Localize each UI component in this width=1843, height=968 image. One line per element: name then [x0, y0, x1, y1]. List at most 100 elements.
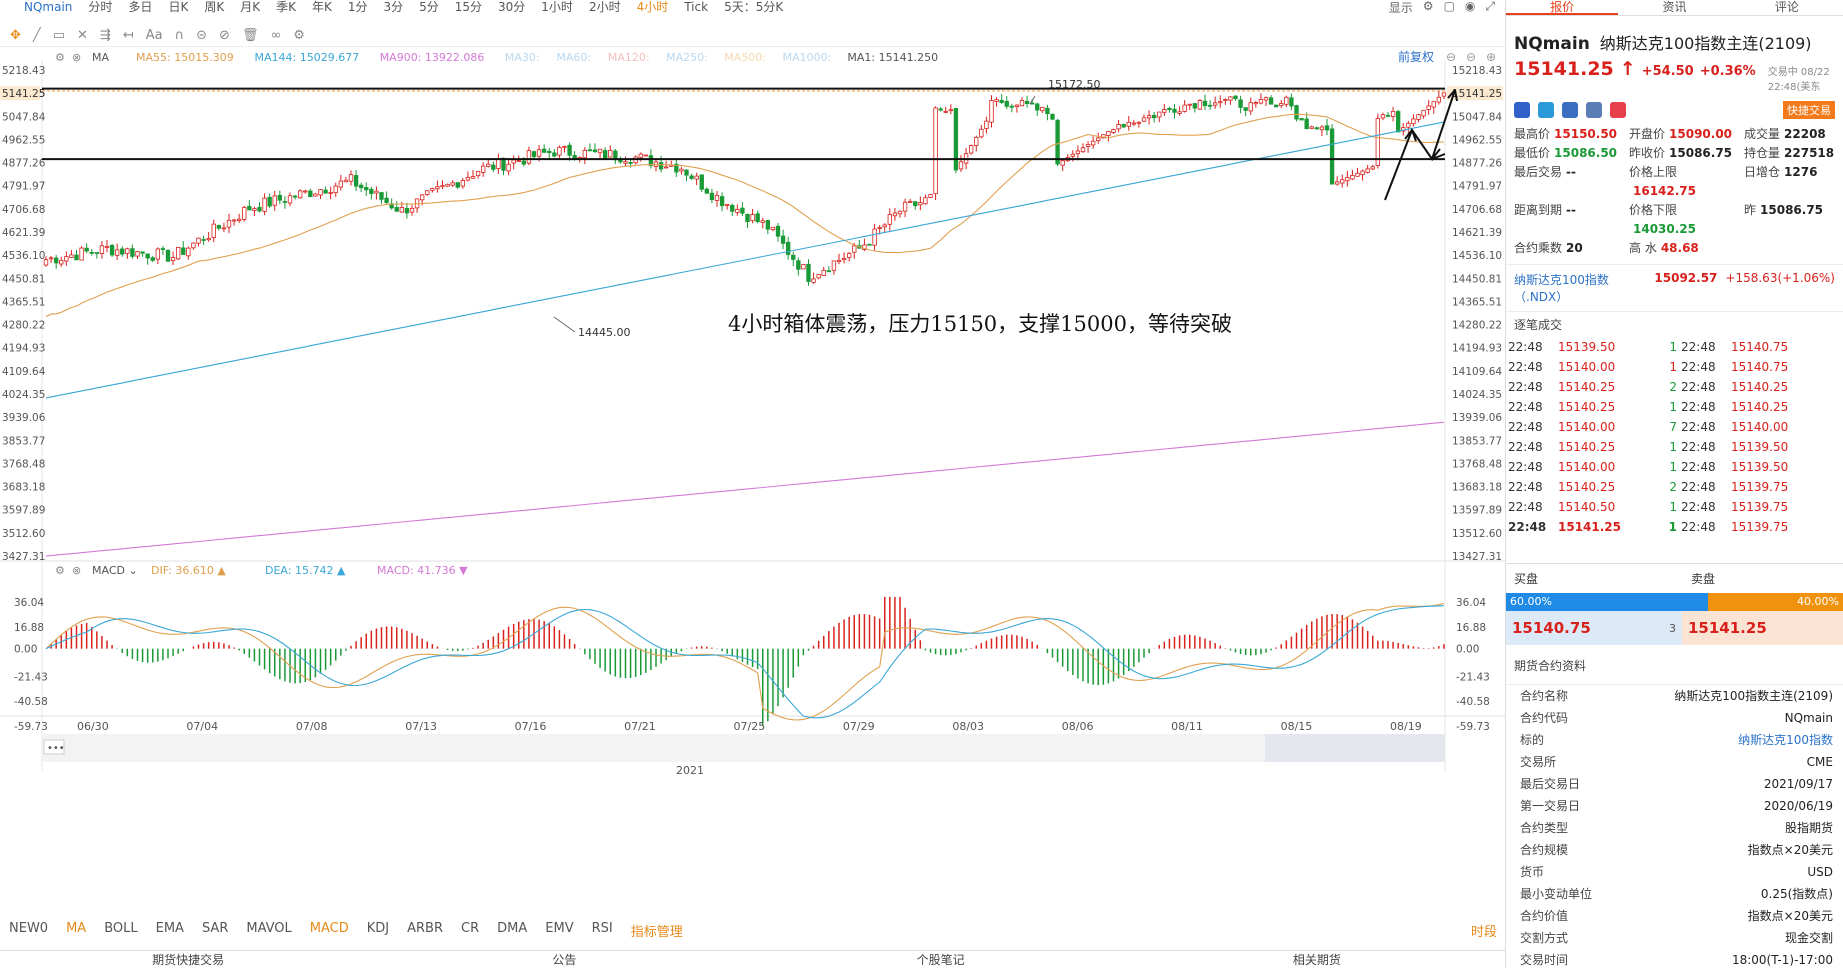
candle-up	[841, 258, 847, 261]
symbol-label[interactable]: NQmain	[24, 0, 73, 14]
contract-info: 合约名称 纳斯达克100指数主连(2109) 合约代码 NQmain 标的 纳斯达克100…	[1506, 685, 1843, 968]
footer-tab-notes[interactable]: 个股笔记	[916, 953, 965, 967]
tab-news[interactable]: 资讯	[1662, 0, 1687, 14]
period-toolbar: NQmain 分时 多日 日K 周K 月K 季K 年K 1分 3分 5分 15分 30分 1小时 2小时 4…	[0, 0, 1505, 15]
footer-tab-announcement[interactable]: 公告	[552, 953, 577, 967]
indicator-tab[interactable]: ARBR	[407, 920, 444, 936]
period-tab[interactable]: 分时	[88, 0, 113, 14]
footer-tab-related[interactable]: 相关期货	[1292, 953, 1341, 967]
indicator-tab[interactable]: SAR	[201, 920, 229, 936]
y-axis-label: 15047.84	[1452, 111, 1502, 123]
footer-tab-quick-trade[interactable]: 期货快捷交易	[152, 953, 225, 967]
y-axis-label: 4280.22	[2, 320, 45, 332]
heart-icon[interactable]	[1610, 102, 1626, 118]
indicator-tab[interactable]: EMV	[545, 920, 574, 936]
display-menu[interactable]: 显示	[1388, 0, 1413, 15]
period-tab[interactable]: 周K	[204, 0, 225, 14]
camera-icon[interactable]: ◉	[1464, 0, 1476, 13]
period-tab[interactable]: 多日	[128, 0, 153, 14]
period-tab[interactable]: 3分	[383, 0, 404, 14]
y-axis-label: 14280.22	[1452, 320, 1502, 332]
trash-icon[interactable]: 🗑	[241, 27, 259, 43]
candle-up	[1060, 160, 1065, 166]
candle-up	[1014, 104, 1020, 108]
tick-p1: 15140.25	[1558, 480, 1616, 494]
text-tool-icon[interactable]: Aa	[145, 27, 163, 43]
candle-down	[999, 99, 1004, 103]
candle-down	[755, 213, 760, 223]
fib-tool-icon[interactable]: ✕	[77, 27, 88, 43]
shape-tool-icon[interactable]: ▭	[52, 27, 66, 43]
indicator-tab[interactable]: KDJ	[366, 920, 390, 936]
magnet-icon[interactable]: ∩	[174, 27, 185, 43]
tick-p2: 15140.25	[1731, 380, 1789, 394]
period-tab[interactable]: 2小时	[588, 0, 621, 14]
x-axis-date: 07/29	[843, 720, 875, 733]
lightning-icon[interactable]	[1538, 102, 1554, 118]
gear-icon[interactable]: ⚙	[293, 27, 305, 43]
arrow-head	[1404, 129, 1417, 142]
period-tab[interactable]: 季K	[276, 0, 296, 14]
indicator-tab[interactable]: MA	[66, 920, 87, 936]
tab-comments[interactable]: 评论	[1774, 0, 1799, 14]
period-tab[interactable]: 日K	[168, 0, 189, 14]
period-tab[interactable]: 15分	[454, 0, 483, 14]
layout-icon[interactable]: ▢	[1443, 0, 1455, 13]
period-tab[interactable]: 4小时	[636, 0, 669, 14]
eye-icon[interactable]: ⊘	[219, 27, 230, 43]
note-icon[interactable]	[1586, 102, 1602, 118]
index-name[interactable]: 纳斯达克100指数（.NDX）	[1514, 273, 1609, 304]
candle-down	[1192, 103, 1198, 109]
tick-n1: 1	[1669, 440, 1677, 454]
indicator-tab[interactable]: NEW0	[9, 920, 49, 936]
flag-icon[interactable]	[1514, 102, 1530, 118]
lock-icon[interactable]: ⊝	[196, 27, 208, 43]
session-button[interactable]: 时段	[1470, 924, 1497, 940]
fullscreen-icon[interactable]: ⤢	[1485, 0, 1495, 13]
indicator-tab[interactable]: EMA	[155, 920, 184, 936]
indicator-tab[interactable]: MAVOL	[246, 920, 292, 936]
quick-trade-button[interactable]: 快捷交易	[1783, 101, 1835, 119]
info-value[interactable]: 纳斯达克100指数	[1738, 733, 1833, 747]
indicator-tab[interactable]: 指标管理	[630, 924, 683, 940]
indicator-tab[interactable]: MACD	[309, 920, 349, 936]
arrow-tool-icon[interactable]: ↤	[122, 27, 134, 43]
candle-up	[1141, 117, 1147, 122]
info-row: 货币 USD	[1506, 861, 1843, 883]
candle-down	[358, 184, 364, 189]
period-tab[interactable]: Tick	[684, 0, 709, 14]
underlying-index[interactable]: 纳斯达克100指数（.NDX） 15092.57 +158.63(+1.06%)	[1506, 264, 1843, 312]
y-axis-label: 5047.84	[2, 111, 46, 123]
candle-up	[877, 227, 882, 229]
stat-label: 距离到期	[1514, 203, 1563, 217]
candle-up	[1426, 105, 1431, 110]
stat-item: 合约乘数 20	[1514, 239, 1629, 258]
candle-up	[297, 190, 303, 199]
indicator-tab[interactable]: DMA	[497, 920, 528, 936]
link-icon[interactable]: ∞	[270, 27, 282, 43]
indicator-list: NEW0 MA BOLL EMA SAR MAVOL MACD KDJ ARBR CR DMA EMV…	[0, 921, 692, 940]
period-tab[interactable]: 年K	[311, 0, 332, 14]
line-tool-icon[interactable]: ╱	[32, 27, 41, 43]
x-axis-date: 08/19	[1390, 720, 1422, 733]
info-value: 18:00(T-1)-17:00	[1731, 953, 1833, 967]
channel-tool-icon[interactable]: ⇶	[99, 27, 111, 43]
candle-up	[679, 168, 684, 172]
indicator-tab[interactable]: RSI	[591, 920, 613, 936]
period-tab[interactable]: 1小时	[541, 0, 573, 14]
candle-down	[1395, 111, 1401, 133]
period-tab[interactable]: 5分	[419, 0, 439, 14]
annotation-text: 4小时箱体震荡，压力15150，支撑15000，等待突破	[728, 312, 1232, 336]
indicator-tab[interactable]: CR	[461, 920, 480, 936]
crosshair-icon[interactable]: ✥	[10, 27, 21, 43]
period-tab[interactable]: 5天：5分K	[724, 0, 784, 14]
tab-quote[interactable]: 报价	[1506, 0, 1619, 15]
period-tab[interactable]: 月K	[240, 0, 261, 14]
period-tab[interactable]: 30分	[498, 0, 526, 14]
price-chart[interactable]: ⚙ ⊗ MA MA55: 15015.309 MA144: 15029.677 MA900…	[0, 46, 1505, 920]
people-icon[interactable]	[1562, 102, 1578, 118]
indicator-tab[interactable]: BOLL	[104, 920, 138, 936]
low-pointer	[553, 316, 576, 333]
period-tab[interactable]: 1分	[347, 0, 368, 14]
settings-icon[interactable]: ⚙	[1422, 0, 1434, 13]
